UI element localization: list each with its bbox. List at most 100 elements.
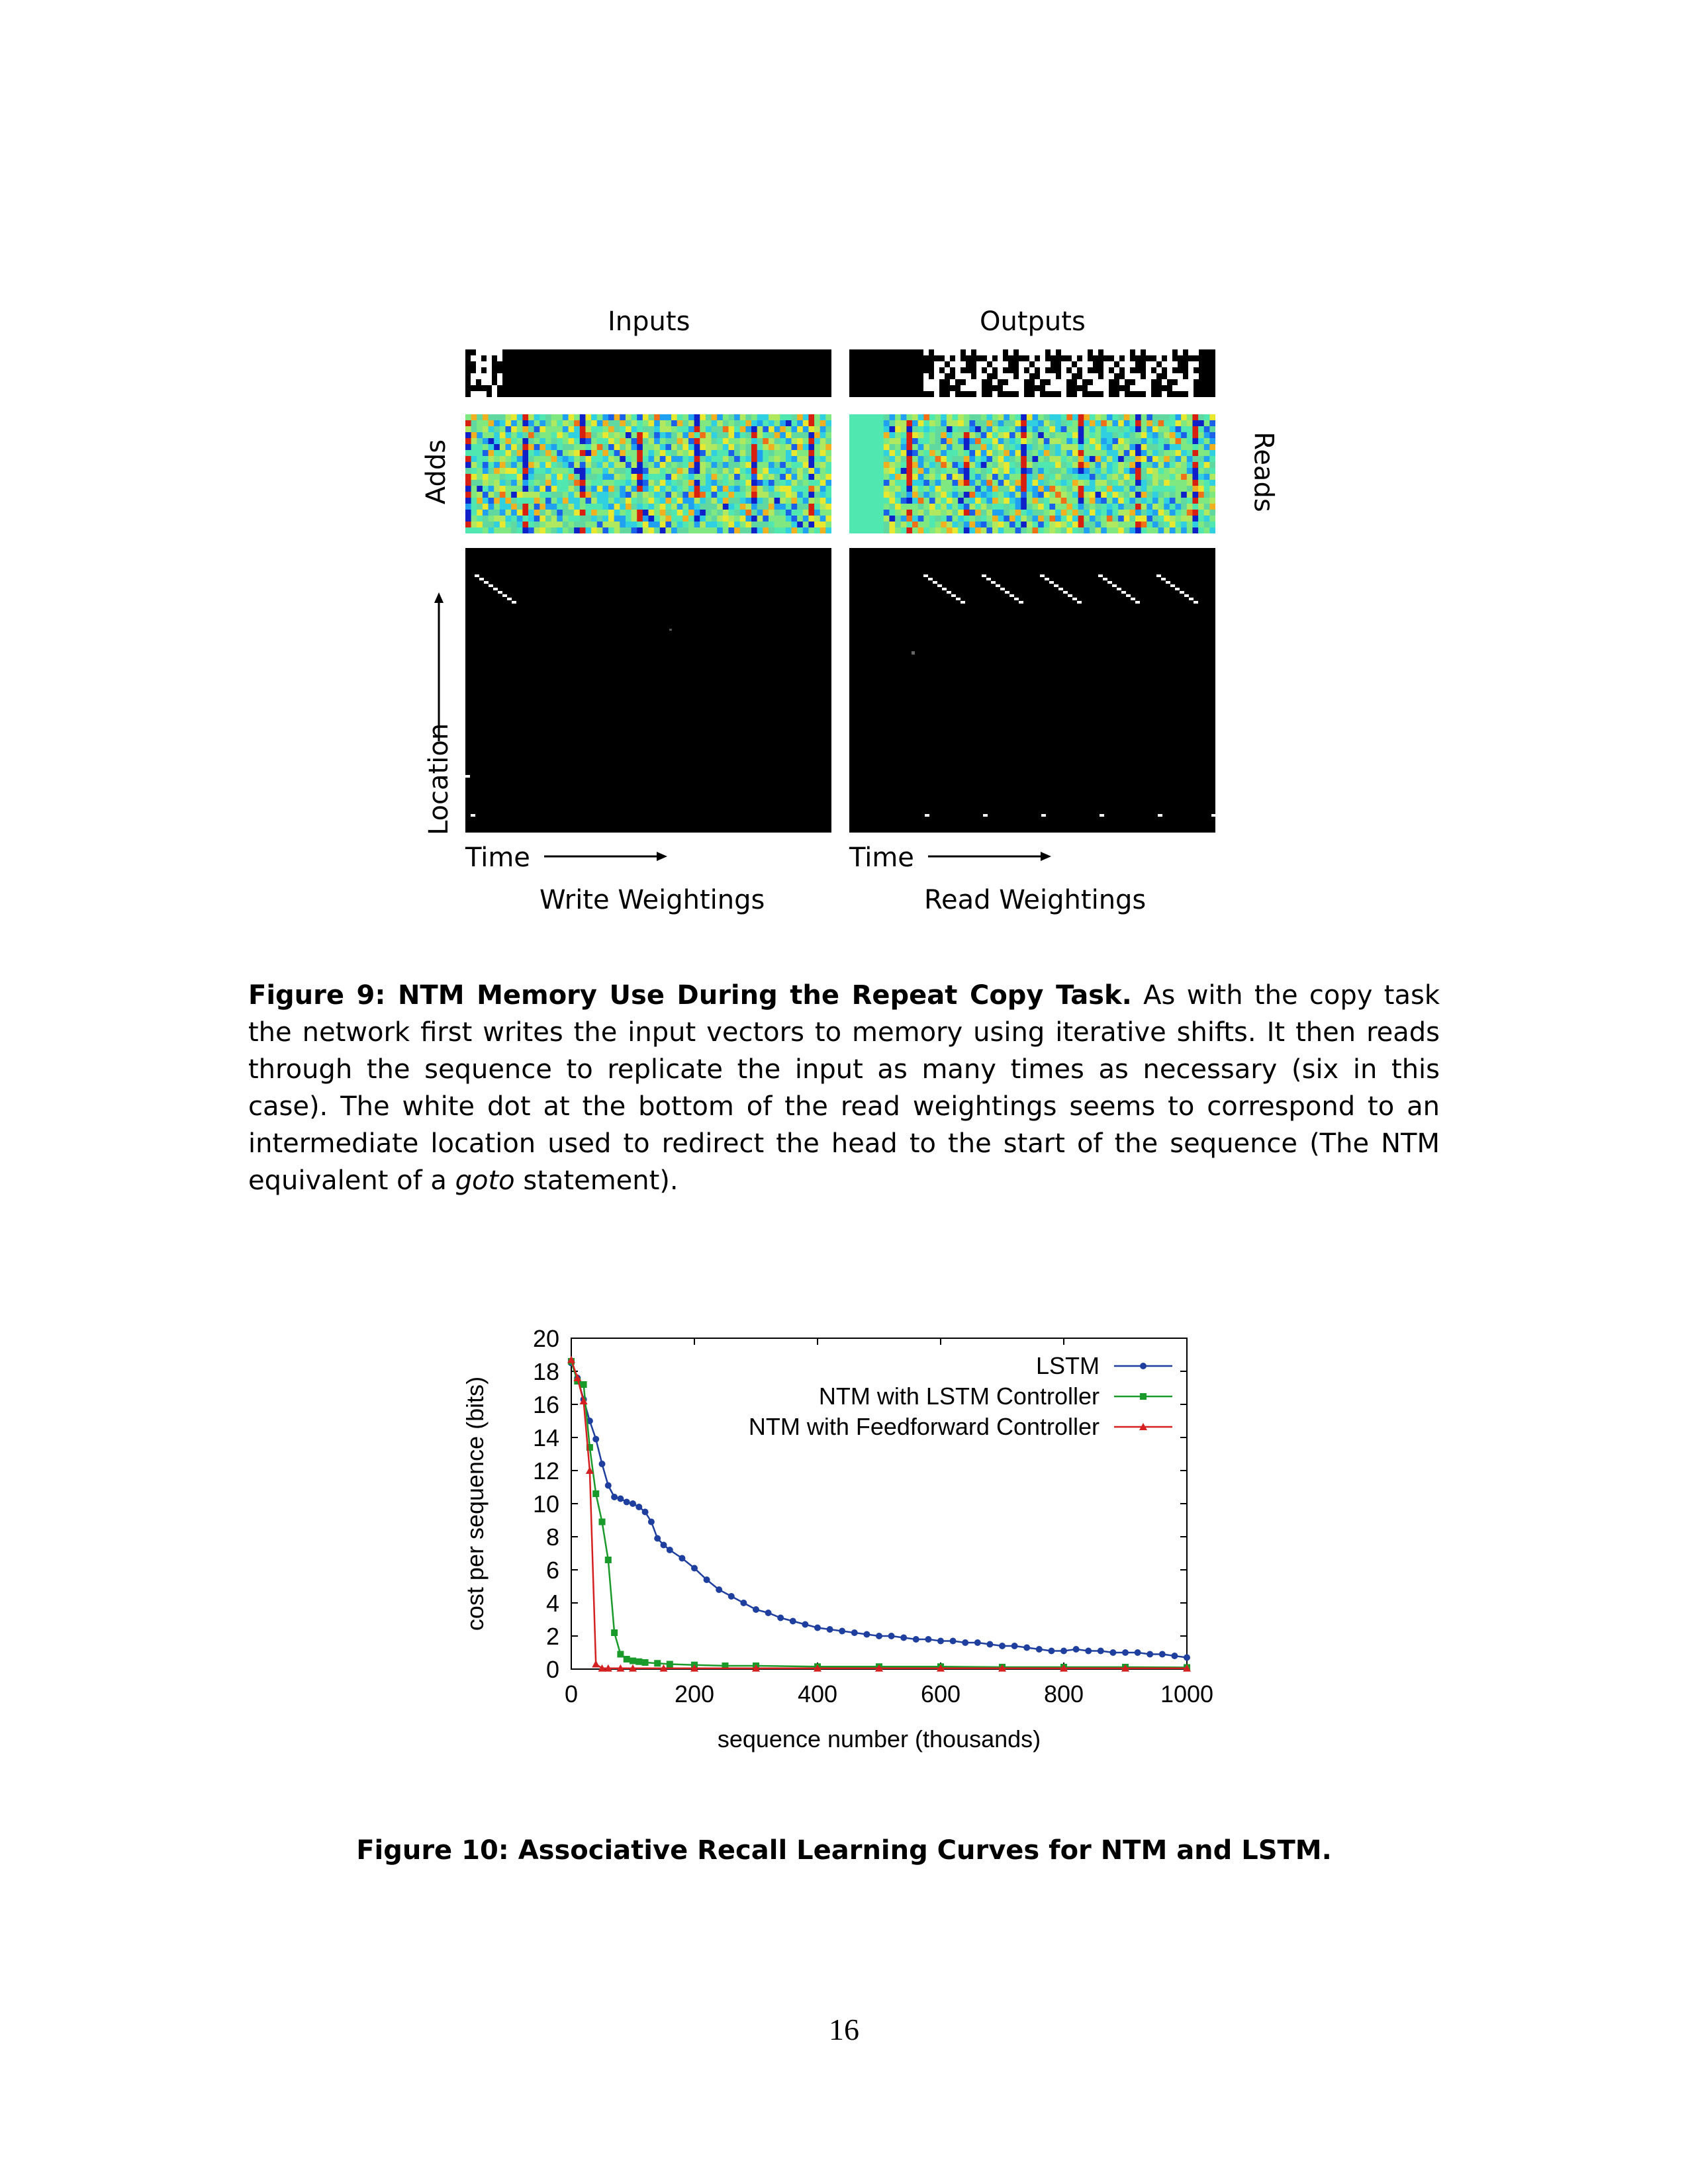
data-point	[1072, 1646, 1080, 1653]
y-tick-label: 14	[533, 1424, 559, 1451]
adds-label: Adds	[421, 439, 452, 505]
y-axis-label: cost per sequence (bits)	[461, 1377, 489, 1631]
x-tick-label: 1000	[1160, 1680, 1213, 1707]
data-point	[598, 1664, 606, 1672]
data-point	[1011, 1643, 1018, 1649]
legend-label: NTM with Feedforward Controller	[749, 1413, 1100, 1440]
data-point	[937, 1637, 944, 1645]
y-tick-label: 10	[533, 1490, 559, 1518]
data-point	[1048, 1647, 1055, 1655]
data-point	[630, 1657, 636, 1664]
data-point	[900, 1634, 908, 1641]
legend-label: LSTM	[1036, 1352, 1100, 1379]
data-point	[586, 1444, 593, 1451]
data-point	[1140, 1363, 1147, 1369]
data-point	[1140, 1393, 1147, 1400]
y-tick-label: 16	[533, 1391, 559, 1418]
x-axis-label: sequence number (thousands)	[718, 1725, 1041, 1752]
x-tick-label: 200	[675, 1680, 714, 1707]
data-point	[592, 1490, 600, 1497]
data-point	[962, 1639, 969, 1646]
data-point	[659, 1664, 668, 1672]
inputs-label: Inputs	[608, 306, 690, 337]
read-weightings-panel	[849, 548, 1215, 833]
outputs-label: Outputs	[980, 306, 1086, 337]
data-point	[1109, 1649, 1117, 1656]
data-point	[690, 1664, 698, 1672]
series-0	[568, 1359, 1190, 1661]
data-point	[629, 1664, 637, 1672]
data-point	[949, 1637, 957, 1645]
data-point	[814, 1624, 821, 1631]
y-tick-label: 8	[546, 1524, 559, 1551]
data-point	[1183, 1664, 1191, 1672]
data-point	[716, 1586, 723, 1593]
data-point	[765, 1610, 772, 1616]
figure-9-caption-title: Figure 9: NTM Memory Use During the Repe…	[248, 980, 1132, 1011]
data-point	[722, 1662, 729, 1669]
data-point	[616, 1664, 625, 1672]
data-point	[727, 1593, 735, 1600]
data-point	[611, 1494, 618, 1500]
reads-label: Reads	[1248, 432, 1279, 512]
data-point	[666, 1661, 673, 1668]
y-tick-label: 18	[533, 1358, 559, 1385]
data-point	[623, 1656, 630, 1662]
figure-10-caption: Figure 10: Associative Recall Learning C…	[356, 1835, 1332, 1866]
data-point	[635, 1658, 643, 1665]
inputs-strip	[465, 349, 831, 397]
data-point	[592, 1660, 600, 1668]
outputs-strip	[849, 349, 1215, 397]
data-point	[888, 1633, 895, 1639]
x-tick-label: 400	[798, 1680, 837, 1707]
data-point	[1060, 1647, 1067, 1655]
data-point	[1097, 1647, 1104, 1655]
data-point	[1122, 1649, 1129, 1656]
data-point	[740, 1600, 747, 1606]
data-point	[1171, 1653, 1178, 1659]
data-point	[647, 1518, 655, 1525]
adds-heatmap	[465, 414, 831, 533]
data-point	[1147, 1651, 1154, 1658]
data-point	[876, 1633, 882, 1639]
legend-label: NTM with LSTM Controller	[819, 1383, 1100, 1410]
x-tick-label: 800	[1044, 1680, 1084, 1707]
data-point	[604, 1664, 612, 1672]
data-point	[1184, 1654, 1190, 1661]
data-point	[579, 1397, 588, 1404]
y-tick-label: 20	[533, 1325, 559, 1352]
data-point	[1085, 1647, 1092, 1655]
data-point	[666, 1547, 673, 1553]
figure-9-caption: Figure 9: NTM Memory Use During the Repe…	[248, 977, 1440, 1199]
data-point	[1023, 1644, 1031, 1651]
location-arrow	[434, 592, 444, 741]
data-point	[580, 1381, 587, 1388]
figure-9-caption-body-2: statement).	[514, 1165, 679, 1196]
time-arrow-left	[544, 852, 667, 861]
data-point	[617, 1495, 624, 1502]
data-point	[851, 1629, 858, 1636]
data-point	[986, 1641, 994, 1648]
data-point	[1139, 1423, 1147, 1430]
data-point	[912, 1636, 919, 1643]
data-point	[1035, 1646, 1043, 1653]
data-point	[592, 1435, 600, 1443]
data-point	[1158, 1651, 1166, 1658]
data-point	[573, 1374, 582, 1381]
data-point	[630, 1500, 636, 1507]
data-point	[598, 1461, 606, 1467]
data-point	[679, 1555, 686, 1562]
x-tick-label: 0	[565, 1680, 578, 1707]
figure-9-caption-body-1: As with the copy task the network first …	[248, 980, 1440, 1196]
data-point	[604, 1482, 612, 1489]
write-weightings-panel	[465, 548, 831, 833]
data-point	[1121, 1664, 1129, 1672]
data-point	[839, 1627, 846, 1635]
time-arrow-right	[928, 852, 1051, 861]
data-point	[863, 1631, 870, 1638]
y-tick-label: 4	[546, 1590, 559, 1617]
data-point	[641, 1508, 649, 1516]
data-point	[753, 1606, 759, 1613]
y-tick-label: 0	[546, 1656, 559, 1683]
